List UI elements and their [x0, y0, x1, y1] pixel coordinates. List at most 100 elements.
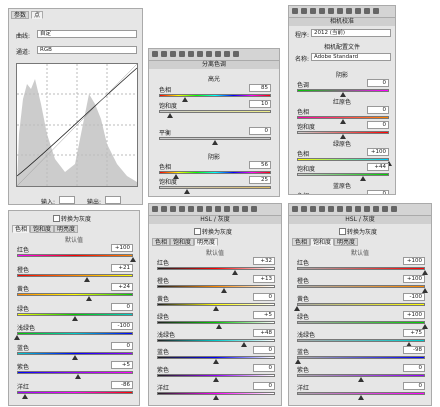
tool-icon[interactable] — [355, 8, 361, 14]
default-button[interactable]: 默认值 — [64, 237, 83, 244]
value-field[interactable]: 10 — [249, 100, 271, 108]
dropdown[interactable]: Adobe Standard — [311, 53, 391, 61]
value-field[interactable]: 0 — [367, 79, 389, 87]
value-field[interactable]: 0 — [253, 346, 275, 355]
value-field[interactable]: 25 — [249, 176, 271, 184]
slider-handle[interactable] — [340, 119, 346, 124]
value-field[interactable]: +5 — [111, 361, 133, 369]
tool-icon[interactable] — [301, 8, 307, 14]
tool-icon[interactable] — [319, 206, 325, 212]
slider-track[interactable] — [297, 356, 425, 360]
value-field[interactable]: 0 — [367, 106, 389, 114]
value-field[interactable]: +75 — [403, 328, 425, 337]
value-field[interactable]: +48 — [253, 328, 275, 337]
tool-icon[interactable] — [188, 206, 194, 212]
slider-handle[interactable] — [295, 359, 302, 365]
tool-icon[interactable] — [161, 206, 167, 212]
value-field[interactable]: +21 — [111, 263, 133, 272]
tool-icon[interactable] — [310, 8, 316, 14]
value-field[interactable]: 0 — [367, 121, 389, 129]
slider-track[interactable] — [17, 293, 133, 296]
tool-icon[interactable] — [337, 206, 343, 212]
tool-icon[interactable] — [233, 206, 239, 212]
value-field[interactable]: 0 — [111, 302, 133, 311]
slider-track[interactable] — [157, 320, 275, 324]
tool-icon[interactable] — [292, 8, 298, 14]
checkbox[interactable] — [53, 215, 60, 222]
slider-track[interactable] — [17, 351, 133, 355]
value-field[interactable]: +24 — [111, 283, 133, 291]
value-field[interactable]: -98 — [403, 346, 425, 355]
slider-handle[interactable] — [358, 395, 364, 401]
tool-icon[interactable] — [197, 206, 203, 212]
slider-handle[interactable] — [215, 323, 222, 329]
tool-icon[interactable] — [292, 206, 298, 212]
slider-handle[interactable] — [182, 97, 189, 102]
slider-handle[interactable] — [406, 341, 412, 347]
value-field[interactable]: -100 — [111, 322, 133, 330]
value-field[interactable]: +44 — [367, 163, 389, 171]
slider-track[interactable] — [157, 284, 275, 288]
slider-handle[interactable] — [294, 305, 300, 311]
tool-icon[interactable] — [251, 206, 257, 212]
tool-icon[interactable] — [364, 206, 370, 212]
slider-track[interactable] — [17, 390, 133, 394]
slider-handle[interactable] — [213, 359, 219, 365]
tool-icon[interactable] — [170, 51, 176, 57]
value-field[interactable]: +100 — [403, 274, 425, 283]
tool-icon[interactable] — [179, 51, 185, 57]
slider-track[interactable] — [159, 110, 271, 113]
slider-handle[interactable] — [72, 315, 78, 321]
slider-track[interactable] — [297, 320, 425, 324]
tool-icon[interactable] — [319, 8, 325, 14]
slider-handle[interactable] — [84, 276, 91, 282]
slider-track[interactable] — [159, 94, 271, 97]
tool-icon[interactable] — [346, 206, 352, 212]
slider-handle[interactable] — [72, 354, 78, 360]
value-field[interactable]: -86 — [111, 380, 133, 389]
slider-track[interactable] — [297, 267, 425, 270]
curve-graph[interactable] — [16, 63, 138, 187]
slider-handle[interactable] — [213, 305, 219, 311]
slider-track[interactable] — [159, 171, 271, 174]
slider-track[interactable] — [157, 392, 275, 396]
tool-icon[interactable] — [301, 206, 307, 212]
tab[interactable]: 饱和度 — [170, 238, 195, 246]
tab[interactable]: 色相 — [12, 225, 31, 233]
tool-icon[interactable] — [233, 51, 239, 57]
value-field[interactable]: +100 — [403, 257, 425, 265]
slider-handle[interactable] — [340, 92, 346, 97]
value-field[interactable]: +5 — [253, 310, 275, 319]
tab[interactable]: 参数 — [11, 11, 30, 19]
tool-icon[interactable] — [152, 206, 158, 212]
slider-track[interactable] — [297, 89, 389, 92]
value-field[interactable]: 0 — [403, 382, 425, 391]
checkbox[interactable] — [339, 228, 346, 235]
value-field[interactable]: +32 — [253, 257, 275, 265]
tool-icon[interactable] — [215, 206, 221, 212]
slider-handle[interactable] — [14, 335, 20, 340]
tab[interactable]: 点 — [31, 11, 44, 19]
slider-track[interactable] — [157, 267, 275, 270]
slider-handle[interactable] — [184, 189, 190, 194]
tab[interactable]: 明亮度 — [194, 238, 219, 246]
tool-icon[interactable] — [337, 8, 343, 14]
slider-handle[interactable] — [422, 323, 428, 329]
tool-icon[interactable] — [206, 51, 212, 57]
tool-icon[interactable] — [328, 206, 334, 212]
slider-track[interactable] — [17, 371, 133, 374]
tool-icon[interactable] — [197, 51, 203, 57]
tab[interactable]: 饱和度 — [310, 238, 335, 246]
slider-track[interactable] — [159, 186, 271, 189]
tool-icon[interactable] — [391, 206, 397, 212]
value-field[interactable]: +100 — [111, 244, 133, 252]
value-field[interactable]: 0 — [253, 382, 275, 391]
tab[interactable]: 色相 — [152, 238, 171, 246]
tool-icon[interactable] — [328, 8, 334, 14]
slider-handle[interactable] — [173, 174, 180, 179]
value-field[interactable]: 85 — [249, 84, 271, 92]
tool-icon[interactable] — [206, 206, 212, 212]
dropdown[interactable]: 自定 — [37, 30, 137, 38]
value-field[interactable]: +100 — [403, 310, 425, 319]
dropdown[interactable]: 2012 (当前) — [311, 29, 391, 37]
